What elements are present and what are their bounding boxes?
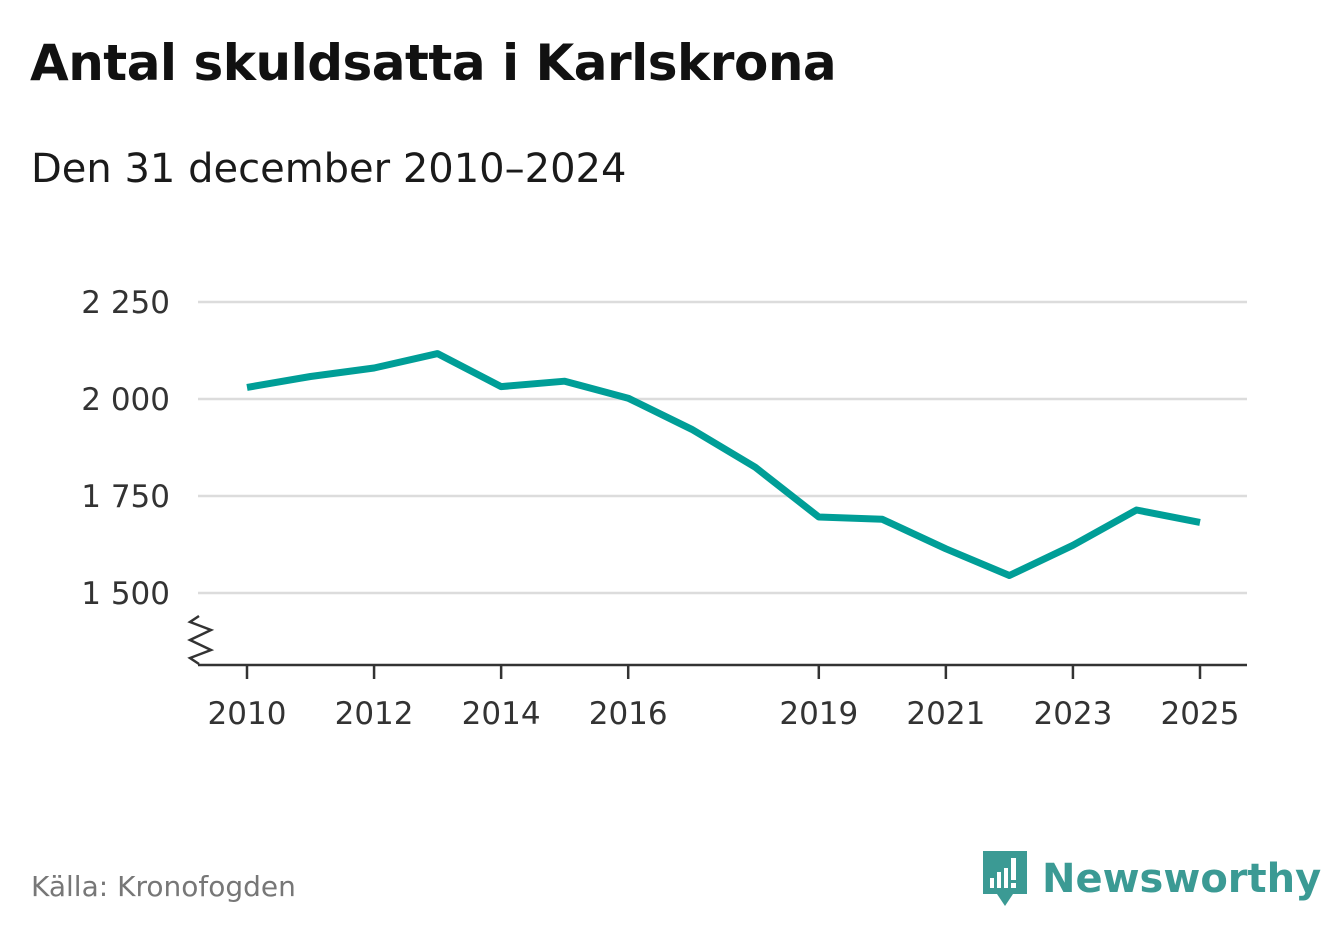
x-tick-label: 2012 [335, 696, 414, 732]
x-tick-label: 2016 [589, 696, 668, 732]
newsworthy-logo-icon [983, 851, 1027, 906]
y-tick-label: 2 250 [81, 285, 170, 321]
brand-name: Newsworthy [1042, 856, 1322, 902]
chart-title: Antal skuldsatta i Karlskrona [30, 34, 837, 92]
source-label: Källa: Kronofogden [31, 870, 296, 903]
y-tick-label: 1 750 [81, 479, 170, 515]
series-line [246, 350, 1201, 579]
y-tick-label: 1 500 [81, 576, 170, 612]
x-tick-label: 2021 [906, 696, 985, 732]
brand-logo: Newsworthy [980, 848, 1321, 910]
axis-break-icon [187, 614, 215, 666]
chart-subtitle: Den 31 december 2010–2024 [31, 146, 627, 192]
x-tick-label: 2014 [462, 696, 541, 732]
y-tick-label: 2 000 [81, 382, 170, 418]
x-tick-label: 2025 [1161, 696, 1240, 732]
x-tick-label: 2023 [1033, 696, 1112, 732]
x-tick-label: 2019 [779, 696, 858, 732]
x-tick-label: 2010 [208, 696, 287, 732]
